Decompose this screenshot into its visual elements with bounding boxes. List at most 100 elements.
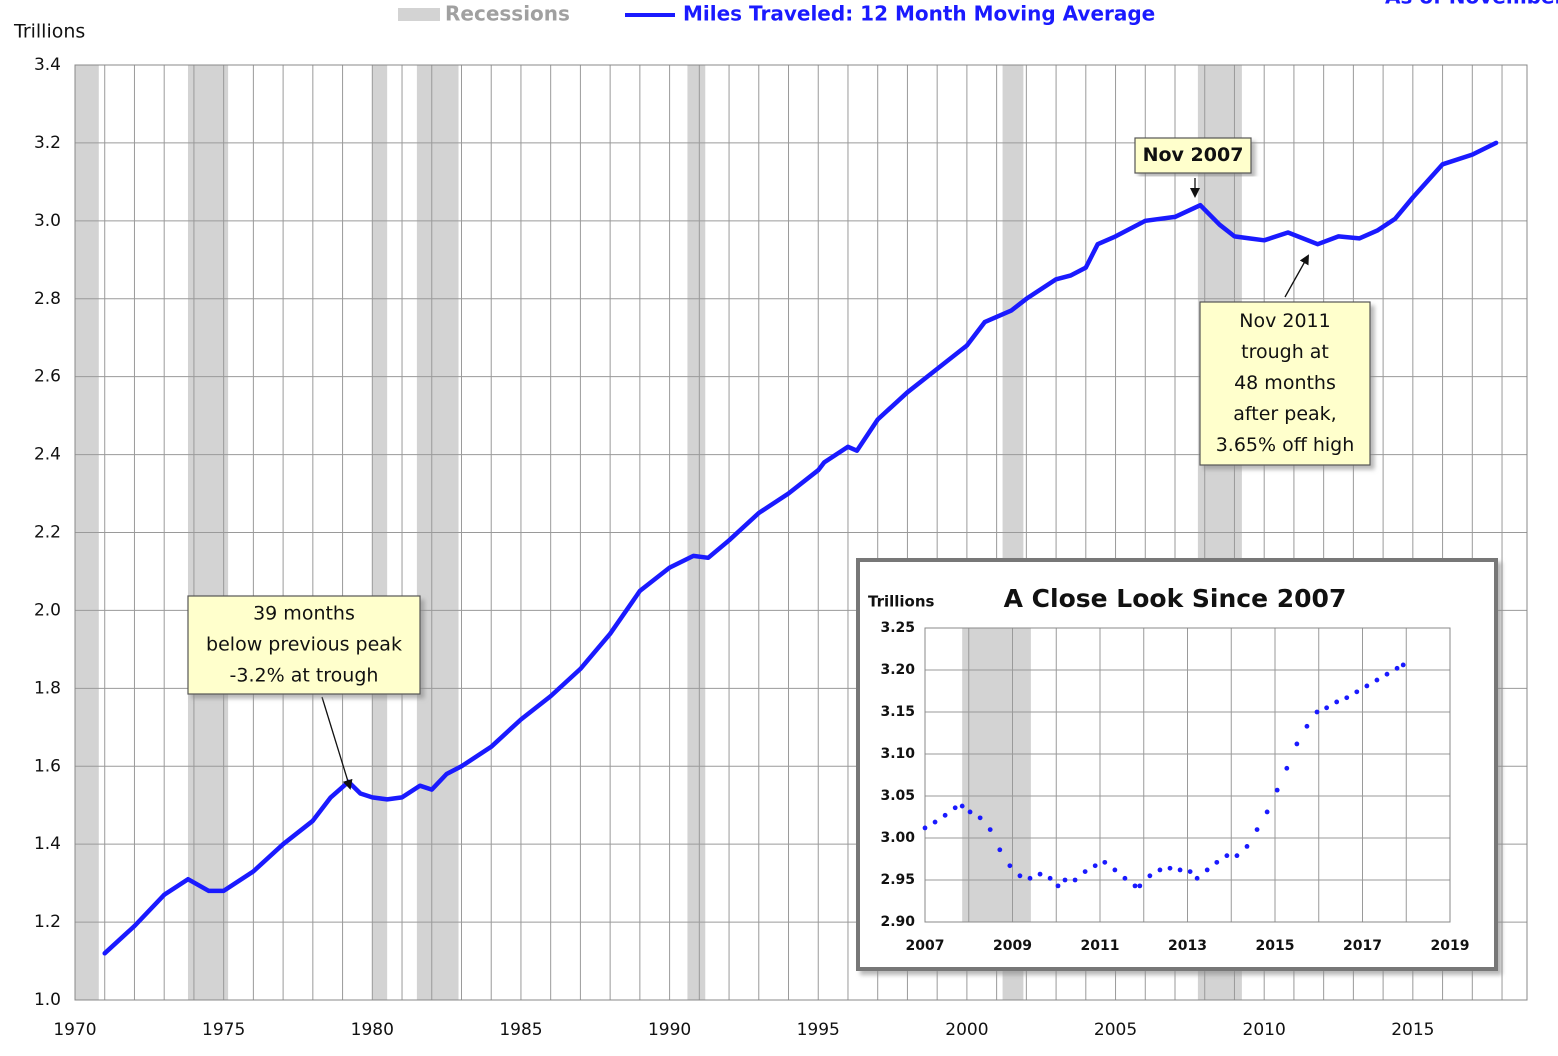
y-tick-label: 1.0 [34, 990, 61, 1010]
y-tick-label: 3.05 [880, 788, 915, 804]
inset-panel [856, 558, 1498, 971]
data-point [1092, 863, 1098, 869]
data-point [1007, 863, 1013, 869]
data-point [1112, 867, 1118, 873]
x-tick-label: 2005 [1094, 1020, 1137, 1040]
data-point [987, 827, 993, 832]
y-tick-label: 1.4 [34, 834, 61, 854]
annotation-text: below previous peak [206, 634, 402, 656]
y-tick-label: 2.2 [34, 523, 61, 543]
data-point [1284, 765, 1290, 771]
recession-band [962, 628, 1031, 922]
annotation-box [187, 595, 421, 695]
data-point [959, 803, 965, 809]
y-tick-label: 3.20 [880, 662, 915, 678]
data-point [1037, 871, 1043, 877]
data-point [932, 819, 938, 825]
data-point [1132, 883, 1138, 889]
y-tick-label: 3.15 [880, 704, 915, 720]
data-point [1027, 875, 1033, 881]
data-point [1214, 859, 1220, 865]
data-point [1304, 723, 1310, 729]
plot-frame [924, 627, 1451, 923]
legend-swatch [398, 8, 440, 21]
data-point [1384, 671, 1390, 677]
data-point [952, 805, 958, 811]
x-tick-label: 2019 [1431, 938, 1470, 954]
data-point [942, 812, 948, 818]
data-point [1244, 844, 1250, 849]
annotation-text: Nov 2011 [1239, 310, 1330, 332]
data-point [1017, 873, 1023, 879]
y-tick-label: 2.95 [880, 872, 915, 888]
data-point [1157, 867, 1163, 873]
y-tick-label: 1.8 [34, 678, 61, 698]
data-line [102, 140, 1499, 956]
inset-y-label: Trillions [868, 593, 935, 611]
x-tick-label: 2007 [906, 938, 945, 954]
data-point [1344, 695, 1350, 701]
legend-label: Recessions [445, 2, 570, 26]
data-point [1274, 787, 1280, 793]
y-tick-label: 3.10 [880, 746, 915, 762]
note: As of November [1385, 0, 1558, 9]
data-point [1314, 709, 1320, 715]
y-tick-label: 3.00 [880, 830, 915, 846]
x-tick-label: 2009 [993, 938, 1032, 954]
annotation-text: 39 months [253, 603, 355, 625]
x-tick-label: 2010 [1243, 1020, 1286, 1040]
y-tick-label: 2.4 [34, 445, 61, 465]
annotation-text: Nov 2007 [1143, 144, 1244, 166]
data-point [1224, 853, 1230, 859]
inset-title: A Close Look Since 2007 [1004, 584, 1347, 613]
x-tick-label: 1985 [499, 1020, 542, 1040]
annotation-text: 48 months [1234, 372, 1336, 394]
annotation-arrow [321, 696, 353, 790]
data-point [977, 815, 983, 821]
data-point [1264, 809, 1270, 815]
data-point [1047, 875, 1053, 881]
data-point [1374, 677, 1380, 683]
data-point [1072, 877, 1078, 883]
x-tick-label: 1980 [351, 1020, 394, 1040]
data-point [1062, 877, 1068, 883]
annotation-text: -3.2% at trough [230, 665, 379, 687]
x-tick-label: 1995 [797, 1020, 840, 1040]
data-point [1400, 662, 1406, 668]
x-tick-label: 1970 [53, 1020, 96, 1040]
x-tick-label: 2017 [1343, 938, 1382, 954]
y-tick-label: 2.6 [34, 367, 61, 387]
data-point [1294, 741, 1300, 747]
x-tick-label: 2000 [945, 1020, 988, 1040]
data-point [1254, 827, 1260, 832]
data-point [1147, 873, 1153, 879]
data-point [1177, 867, 1183, 873]
data-point [1204, 867, 1210, 873]
data-point [922, 825, 928, 831]
plot-frame [74, 64, 1528, 1001]
data-point [1122, 875, 1128, 881]
x-tick-label: 2013 [1168, 938, 1207, 954]
y-tick-label: 3.0 [34, 211, 61, 231]
annotation-box [1199, 301, 1371, 466]
annotation-arrow [1284, 254, 1309, 298]
x-tick-label: 1975 [202, 1020, 245, 1040]
y-tick-label: 3.25 [880, 620, 915, 636]
y-tick-label: 2.8 [34, 289, 61, 309]
data-point [1137, 883, 1143, 889]
data-point [1102, 859, 1108, 865]
y-tick-label: 2.0 [34, 600, 61, 620]
data-point [1394, 665, 1400, 671]
data-point [1334, 699, 1340, 705]
data-point [997, 847, 1003, 853]
y-tick-label: 3.2 [34, 133, 61, 153]
x-tick-label: 1990 [648, 1020, 691, 1040]
y-tick-label: 3.4 [34, 55, 61, 75]
annotation-text: 3.65% off high [1216, 434, 1355, 456]
data-point [1364, 683, 1370, 689]
data-point [1234, 853, 1240, 859]
data-point [1082, 869, 1088, 874]
y-tick-label: 2.90 [880, 914, 915, 930]
